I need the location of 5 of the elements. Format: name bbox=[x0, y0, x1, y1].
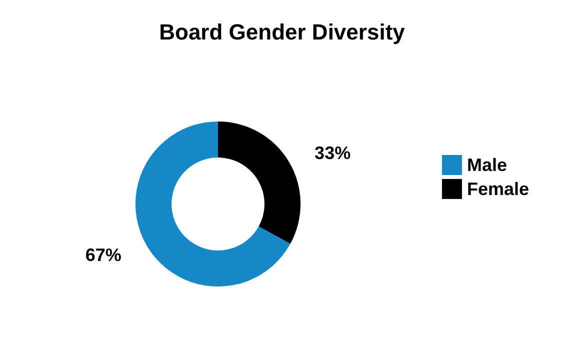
data-label: 67% bbox=[85, 245, 122, 266]
data-label: 33% bbox=[314, 142, 351, 163]
legend-label: Female bbox=[466, 179, 530, 199]
legend-label: Male bbox=[466, 155, 507, 175]
chart-title: Board Gender Diversity bbox=[159, 20, 406, 44]
